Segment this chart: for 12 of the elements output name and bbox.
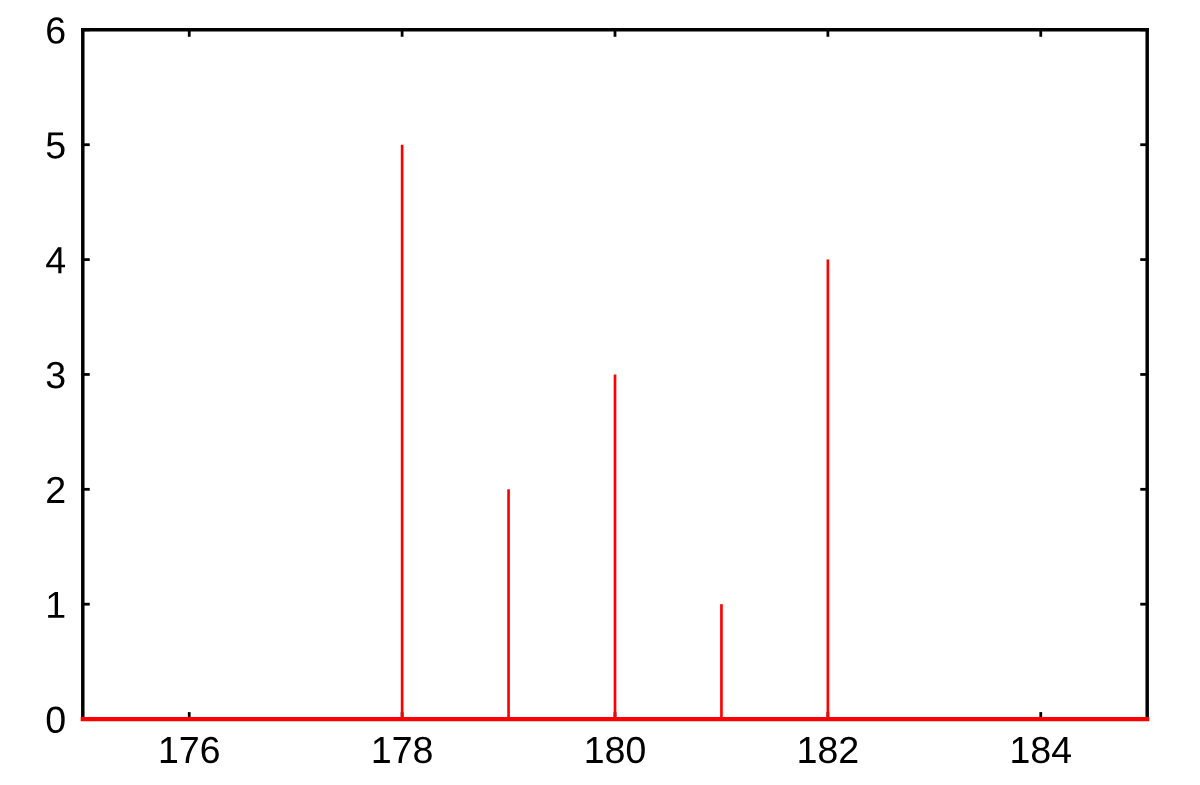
x-tick-label: 176: [160, 736, 219, 764]
y-tick-label: 3: [46, 361, 65, 389]
y-tick-label: 6: [47, 17, 65, 44]
x-tick-label: 180: [586, 736, 645, 764]
y-tick-label: 0: [46, 706, 65, 734]
y-tick-label: 4: [46, 247, 66, 274]
y-tick-label: 2: [47, 476, 65, 503]
x-tick-label: 182: [799, 736, 858, 764]
x-tick-label: 184: [1012, 736, 1071, 764]
y-tick-label: 1: [48, 591, 65, 618]
x-tick-label: 178: [373, 736, 432, 764]
y-tick-label: 5: [46, 132, 65, 159]
